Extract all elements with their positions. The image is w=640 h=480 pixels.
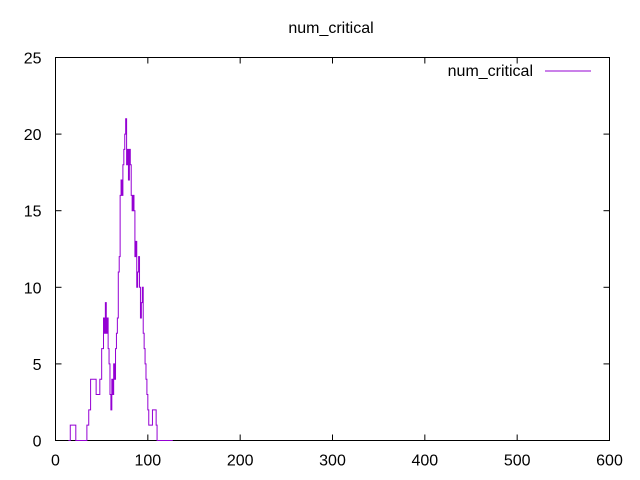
chart-title: num_critical bbox=[288, 20, 373, 37]
plot-frame bbox=[55, 57, 610, 441]
legend-series-label: num_critical bbox=[448, 63, 533, 80]
y-tick-label: 5 bbox=[33, 357, 42, 374]
x-tick-label: 500 bbox=[504, 453, 531, 470]
x-axis: 0 100 200 300 400 500 600 bbox=[51, 57, 623, 470]
y-tick-label: 0 bbox=[33, 434, 42, 451]
y-tick-label: 20 bbox=[24, 127, 42, 144]
x-tick-label: 300 bbox=[319, 453, 346, 470]
x-tick-label: 400 bbox=[411, 453, 438, 470]
x-tick-label: 200 bbox=[227, 453, 254, 470]
y-tick-label: 10 bbox=[24, 280, 42, 297]
y-tick-label: 15 bbox=[24, 204, 42, 221]
x-tick-label: 600 bbox=[596, 453, 623, 470]
y-tick-label: 25 bbox=[24, 51, 42, 68]
series-line bbox=[68, 118, 173, 441]
series-layer bbox=[68, 118, 173, 441]
y-axis: 0 5 10 15 20 25 bbox=[24, 51, 610, 451]
x-tick-label: 100 bbox=[134, 453, 161, 470]
legend: num_critical bbox=[448, 63, 591, 80]
x-tick-label: 0 bbox=[51, 453, 60, 470]
